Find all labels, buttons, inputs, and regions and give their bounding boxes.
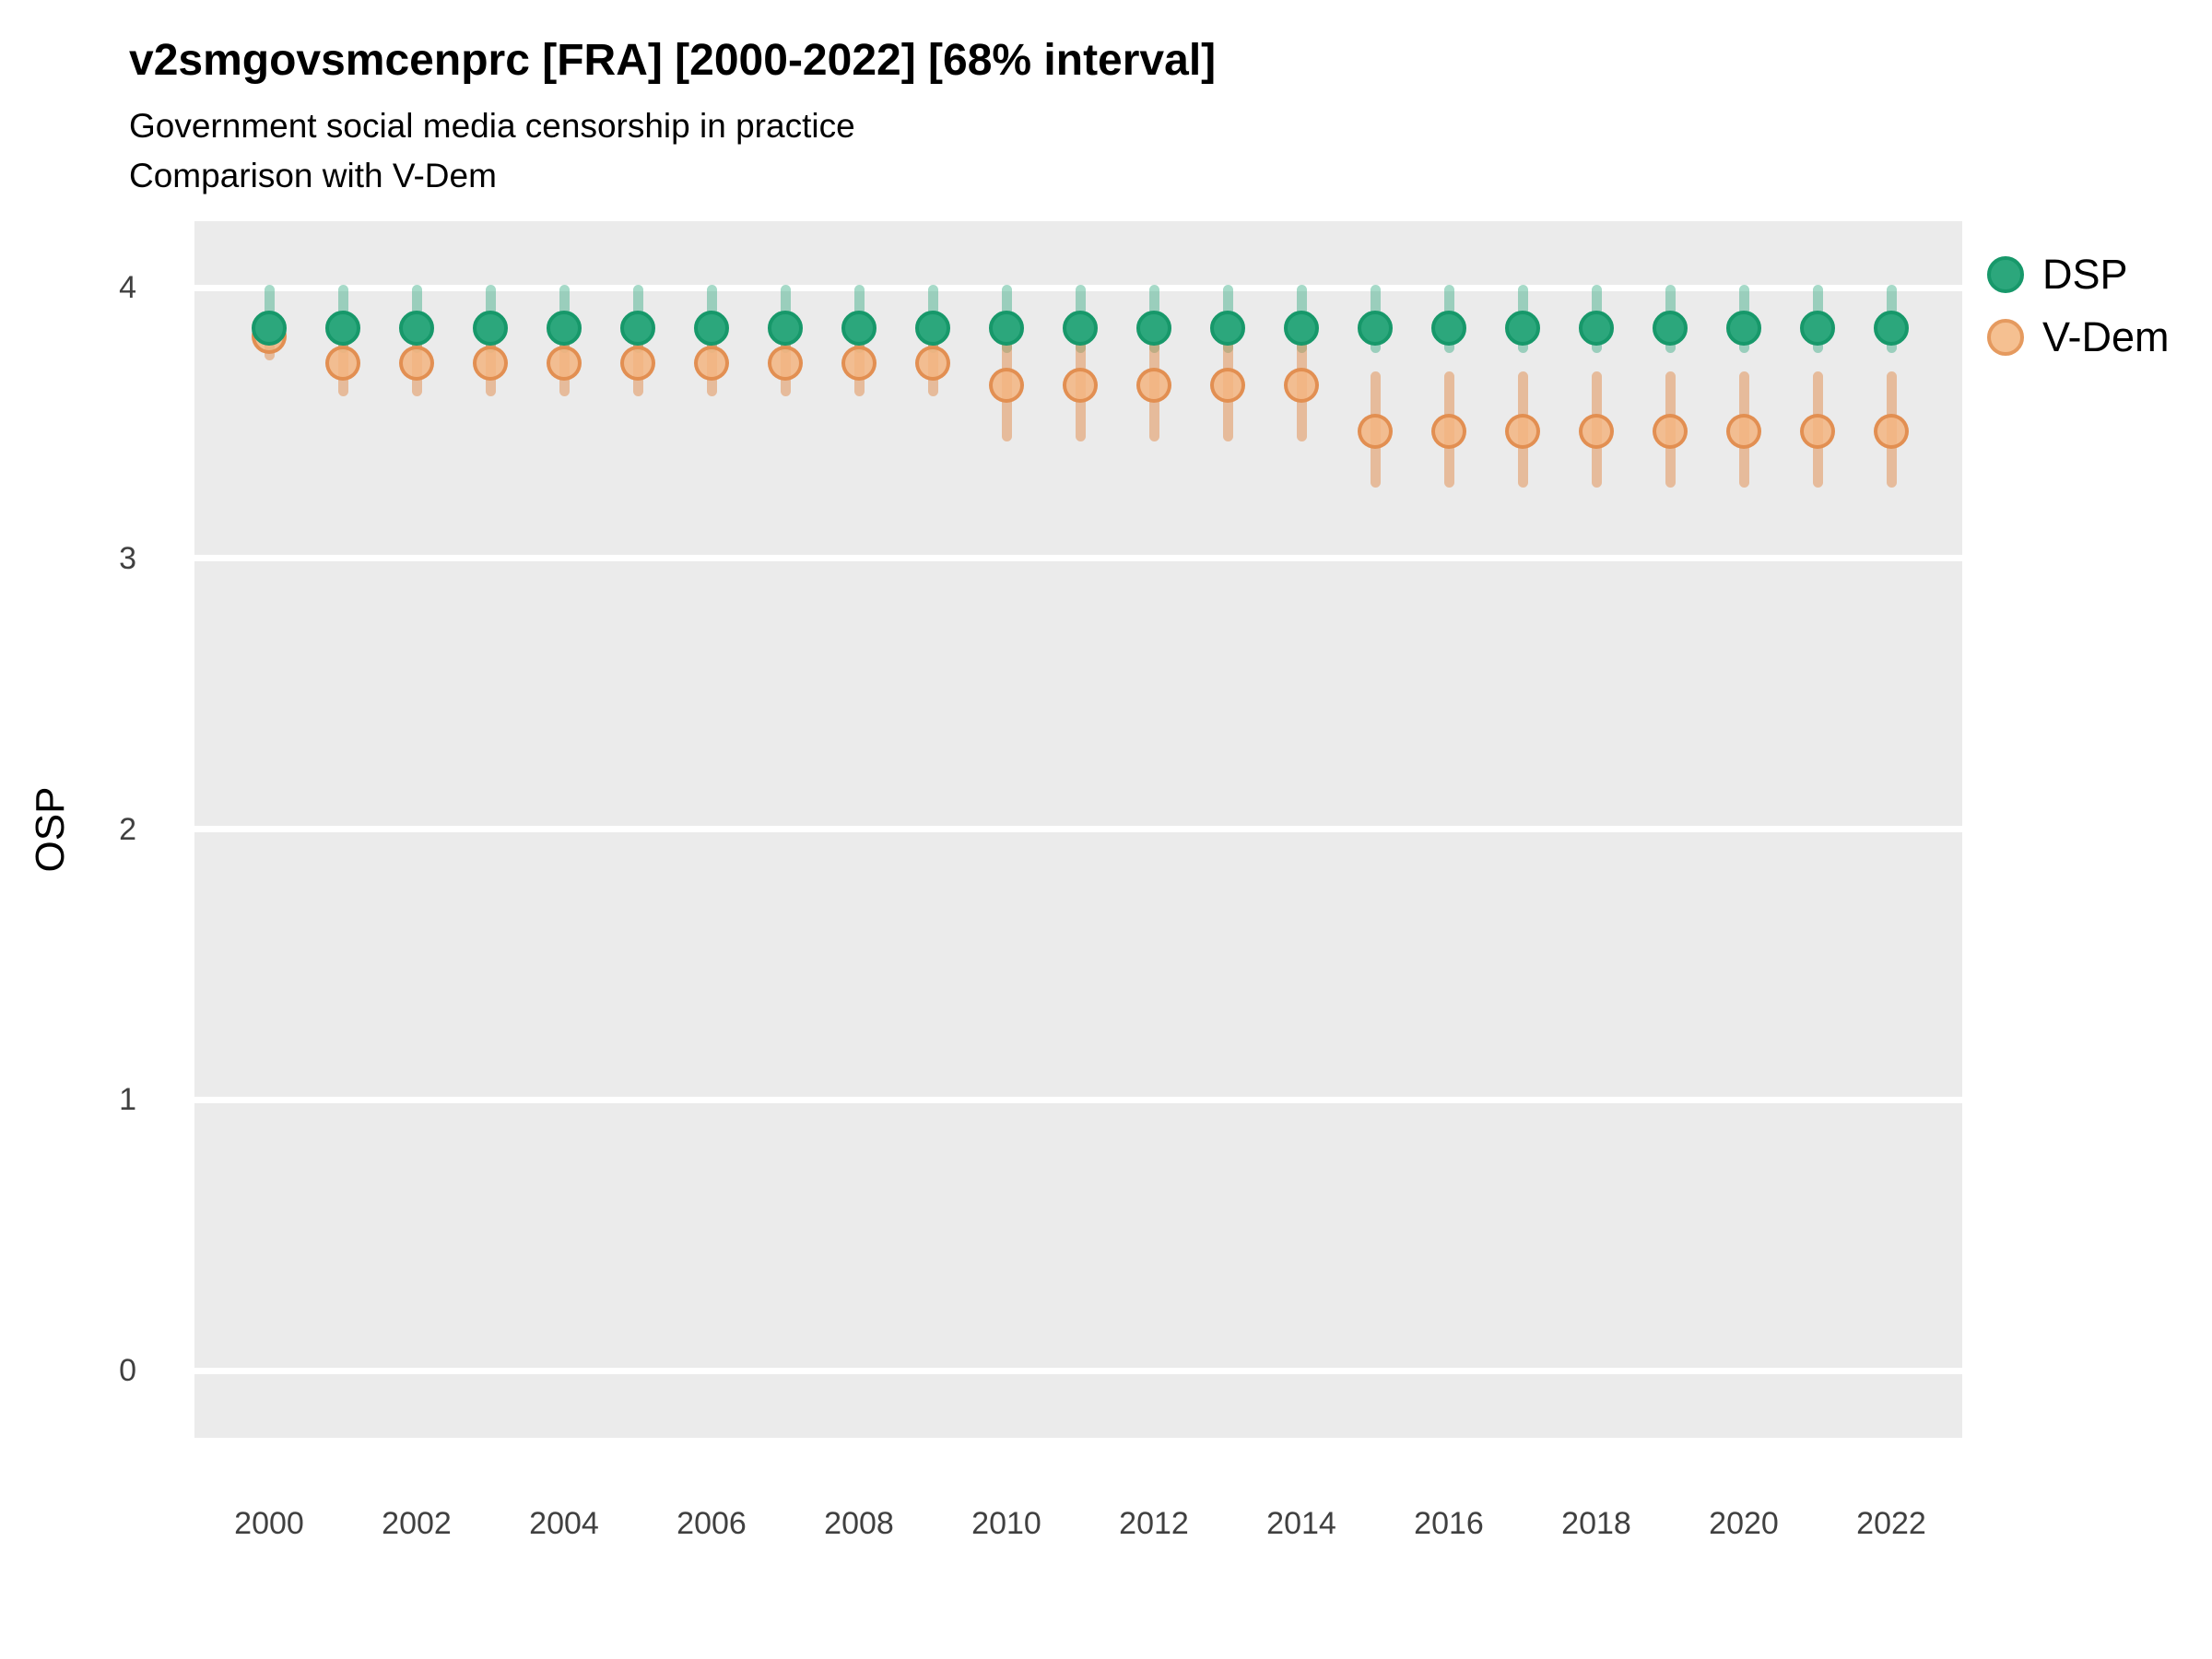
dsp-point-2010 [989,311,1024,347]
dsp-point-2019 [1653,311,1688,347]
dsp-point-2020 [1726,311,1761,347]
gridline-y-2 [194,826,1962,832]
vdem-point-2021 [1800,413,1835,449]
dsp-point-2011 [1063,311,1098,347]
vdem-point-2013 [1210,367,1245,403]
y-tick-label: 1 [119,1082,136,1118]
chart-title: v2smgovsmcenprc [FRA] [2000-2022] [68% i… [129,36,1217,85]
vdem-point-2012 [1136,367,1171,403]
vdem-point-2001 [325,346,360,382]
y-tick-label: 3 [119,540,136,576]
x-tick-label: 2022 [1856,1506,1926,1541]
dsp-point-2008 [841,311,877,347]
vdem-point-2010 [989,367,1024,403]
dsp-point-2014 [1284,311,1319,347]
legend: DSP V-Dem [1987,251,2170,376]
vdem-point-2016 [1431,413,1466,449]
y-tick-label: 0 [119,1353,136,1388]
plot-panel [194,221,1962,1438]
gridline-y-3 [194,555,1962,562]
vdem-point-2003 [473,346,508,382]
vdem-point-2011 [1063,367,1098,403]
x-tick-label: 2000 [234,1506,304,1541]
gridline-y-0 [194,1367,1962,1374]
vdem-point-2009 [915,346,950,382]
x-tick-label: 2010 [971,1506,1041,1541]
x-tick-label: 2016 [1414,1506,1484,1541]
vdem-point-2020 [1726,413,1761,449]
x-tick-label: 2006 [677,1506,747,1541]
dsp-point-2015 [1358,311,1393,347]
vdem-point-2017 [1505,413,1540,449]
chart-subtitle-line2: Comparison with V-Dem [129,157,497,194]
vdem-point-2015 [1358,413,1393,449]
dsp-point-2000 [252,311,287,347]
x-tick-label: 2002 [382,1506,452,1541]
chart-subtitle-line1: Government social media censorship in pr… [129,107,855,145]
vdem-point-2007 [768,346,803,382]
vdem-point-2005 [620,346,655,382]
dsp-point-2021 [1800,311,1835,347]
vdem-point-2004 [547,346,582,382]
vdem-point-2018 [1579,413,1614,449]
dsp-point-2022 [1874,311,1909,347]
legend-item-dsp: DSP [1987,251,2170,299]
dsp-point-2004 [547,311,582,347]
dsp-point-2017 [1505,311,1540,347]
x-tick-label: 2018 [1561,1506,1631,1541]
vdem-point-2019 [1653,413,1688,449]
y-tick-label: 2 [119,811,136,847]
legend-item-vdem: V-Dem [1987,313,2170,361]
vdem-point-2014 [1284,367,1319,403]
vdem-point-2008 [841,346,877,382]
dsp-point-2009 [915,311,950,347]
dsp-point-2007 [768,311,803,347]
dsp-point-2018 [1579,311,1614,347]
dsp-point-2003 [473,311,508,347]
legend-vdem-label: V-Dem [2042,313,2170,360]
x-tick-label: 2012 [1119,1506,1189,1541]
vdem-point-2022 [1874,413,1909,449]
dsp-point-2016 [1431,311,1466,347]
gridline-y-1 [194,1096,1962,1103]
dsp-point-2013 [1210,311,1245,347]
legend-dsp-point-icon [1987,256,2024,293]
x-tick-label: 2020 [1709,1506,1779,1541]
x-tick-label: 2014 [1266,1506,1336,1541]
legend-dsp-label: DSP [2042,251,2128,298]
gridline-y-4 [194,284,1962,291]
dsp-point-2005 [620,311,655,347]
dsp-point-2002 [399,311,434,347]
dsp-point-2012 [1136,311,1171,347]
dsp-point-2001 [325,311,360,347]
x-tick-label: 2008 [824,1506,894,1541]
dsp-point-2006 [694,311,729,347]
vdem-point-2002 [399,346,434,382]
legend-vdem-point-icon [1987,319,2024,356]
vdem-point-2006 [694,346,729,382]
x-tick-label: 2004 [529,1506,599,1541]
y-tick-label: 4 [119,270,136,305]
